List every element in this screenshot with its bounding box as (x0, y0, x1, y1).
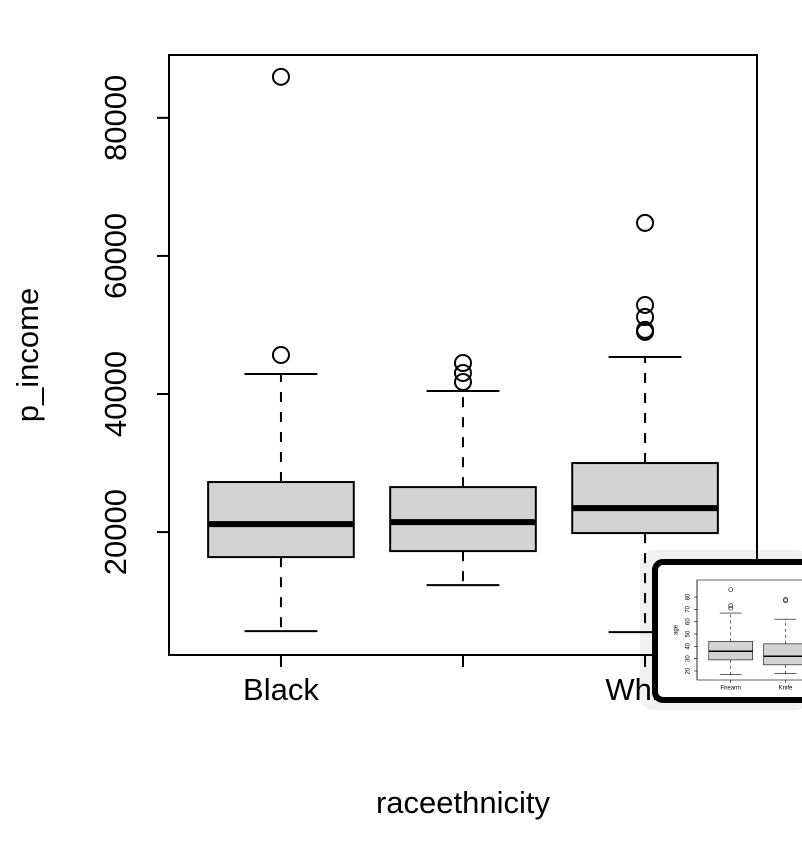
outlier (636, 307, 655, 326)
outlier (454, 354, 472, 373)
y-tick-label: 20 (686, 667, 692, 674)
outlier (271, 346, 290, 364)
outlier (783, 598, 788, 604)
box (763, 643, 802, 666)
box (207, 481, 355, 559)
y-tick-label: 70 (686, 605, 692, 612)
outlier (783, 597, 788, 602)
box (389, 486, 537, 553)
x-tick-label: Black (243, 672, 319, 707)
x-tick-label: Knife (779, 686, 793, 692)
y-tick-label: 20000 (98, 489, 133, 575)
thumbnail-plot[interactable]: 20304050607080agearmedFirearmKnifeNo (674, 579, 802, 702)
box (571, 462, 719, 535)
y-tick-label: 40000 (98, 351, 133, 437)
outlier (271, 67, 290, 86)
outlier (728, 587, 734, 592)
outlier (636, 295, 655, 314)
outlier (636, 213, 655, 232)
thumbnail-frame (652, 559, 802, 703)
x-axis-label: raceethnicity (376, 785, 551, 820)
y-tick-label: 30 (686, 655, 692, 662)
outlier (728, 605, 734, 611)
main-plot: 20000 40000 60000 80000 p_income raceethnicit… (10, 54, 758, 820)
outlier (728, 603, 734, 608)
y-tick-label: 80 (686, 593, 692, 600)
outlier (636, 320, 655, 339)
y-axis-label: age (674, 624, 680, 635)
y-tick-label: 60 (686, 618, 692, 625)
y-tick-label: 40 (686, 642, 692, 649)
y-tick-label: 50 (686, 630, 692, 637)
y-tick-label: 60000 (98, 213, 133, 299)
x-tick-label: Firearm (720, 686, 741, 692)
outlier (454, 372, 472, 391)
y-axis-label: p_income (10, 288, 45, 422)
y-tick-label: 80000 (98, 75, 133, 161)
outlier (454, 364, 472, 383)
